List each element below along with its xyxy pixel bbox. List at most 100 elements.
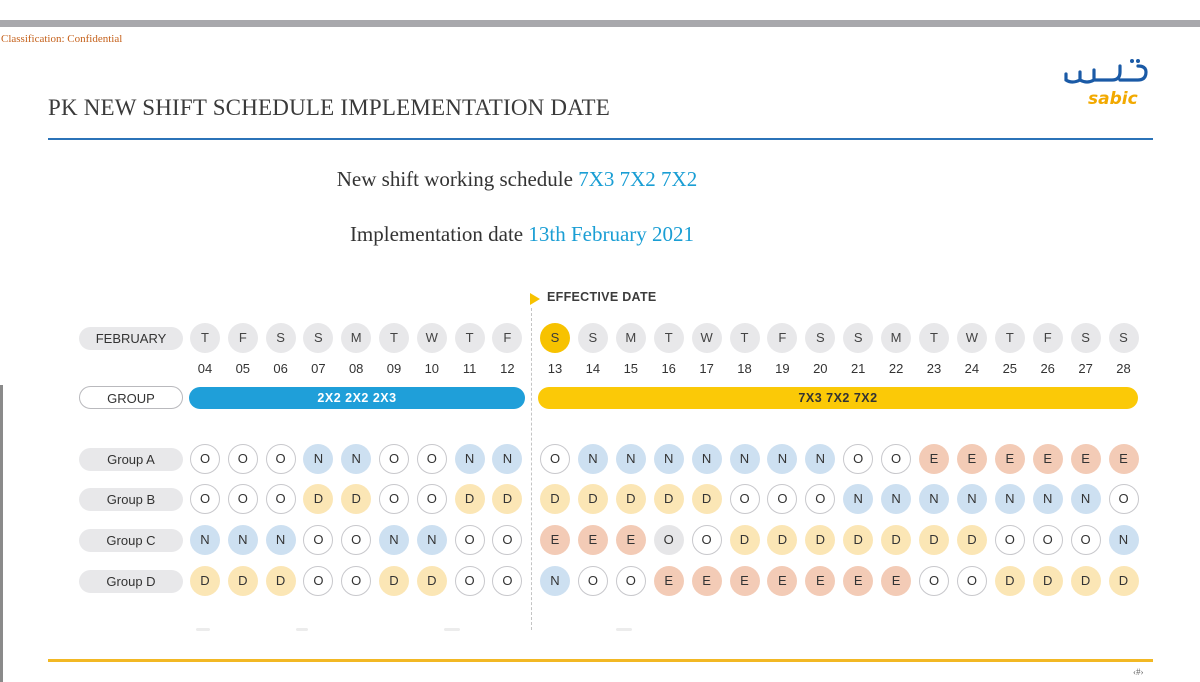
shift-cell: O (227, 484, 258, 514)
date-number-14: 14 (585, 361, 601, 376)
shift-cell: O (653, 525, 684, 555)
implementation-date: 13th February 2021 (528, 222, 695, 246)
shift-cell: N (653, 444, 684, 474)
shift-cell: D (227, 566, 258, 596)
top-bar (0, 20, 1200, 27)
shift-cell: N (1032, 484, 1063, 514)
shift-cell: D (379, 566, 409, 596)
shift-cell: N (956, 484, 987, 514)
shift-cell: E (691, 566, 722, 596)
shift-cell: N (843, 484, 874, 514)
date-number-08: 08 (348, 361, 364, 376)
date-number-05: 05 (235, 361, 251, 376)
shift-cell: O (379, 444, 409, 474)
shift-cell: N (416, 525, 447, 555)
weekday-circle-24: W (956, 323, 987, 353)
shift-cell: O (843, 444, 874, 474)
group-row-label: Group C (79, 529, 183, 552)
faded-mark (196, 628, 210, 631)
shift-cell: O (1108, 484, 1139, 514)
date-number-24: 24 (964, 361, 980, 376)
date-number-13: 13 (547, 361, 563, 376)
shift-cell: E (1108, 444, 1139, 474)
shift-cell: N (615, 444, 646, 474)
shift-cell: E (919, 444, 949, 474)
shift-cell: D (956, 525, 987, 555)
new-pattern-bar: 7X3 7X2 7X2 (538, 387, 1138, 409)
shift-cell: N (540, 566, 570, 596)
shift-cell: O (691, 525, 722, 555)
page-title: PK NEW SHIFT SCHEDULE IMPLEMENTATION DAT… (48, 95, 610, 120)
shift-cell: O (919, 566, 949, 596)
shift-cell: O (341, 525, 372, 555)
shift-cell: E (994, 444, 1025, 474)
effective-date-divider (531, 308, 532, 630)
date-number-19: 19 (775, 361, 790, 376)
shift-cell: N (881, 484, 912, 514)
shift-cell: O (416, 484, 447, 514)
shift-cell: D (691, 484, 722, 514)
weekday-circle-06: S (265, 323, 296, 353)
shift-cell: O (265, 444, 296, 474)
weekday-circle-28: S (1108, 323, 1139, 353)
shift-cell: E (540, 525, 570, 555)
shift-cell: N (492, 444, 523, 474)
shift-cell: E (843, 566, 874, 596)
group-row-label: Group D (79, 570, 183, 593)
shift-cell: D (881, 525, 912, 555)
weekday-circle-10: W (416, 323, 447, 353)
date-number-17: 17 (699, 361, 714, 376)
shift-cell: N (919, 484, 949, 514)
shift-cell: O (881, 444, 912, 474)
schedule-line: New shift working schedule 7X3 7X2 7X2 (0, 167, 1034, 192)
shift-cell: N (1070, 484, 1101, 514)
shift-cell: E (805, 566, 836, 596)
effective-date-label: EFFECTIVE DATE (547, 290, 657, 304)
shift-cell: O (454, 566, 485, 596)
weekday-circle-04: T (190, 323, 220, 353)
weekday-circle-07: S (303, 323, 334, 353)
group-label: GROUP (79, 386, 183, 409)
shift-cell: O (577, 566, 608, 596)
weekday-circle-19: F (767, 323, 798, 353)
date-number-09: 09 (386, 361, 402, 376)
group-row-label: Group B (79, 488, 183, 511)
date-number-22: 22 (888, 361, 904, 376)
date-number-12: 12 (500, 361, 515, 376)
weekday-circle-09: T (379, 323, 409, 353)
weekday-circle-20: S (805, 323, 836, 353)
group-row-label: Group A (79, 448, 183, 471)
shift-cell: D (1032, 566, 1063, 596)
shift-cell: O (190, 484, 220, 514)
shift-cell: N (729, 444, 760, 474)
shift-cell: O (454, 525, 485, 555)
date-number-28: 28 (1116, 361, 1131, 376)
shift-cell: N (577, 444, 608, 474)
faded-mark (444, 628, 460, 631)
schedule-prefix: New shift working schedule (336, 167, 579, 191)
shift-cell: D (190, 566, 220, 596)
weekday-circle-08: M (341, 323, 372, 353)
implementation-line: Implementation date 13th February 2021 (0, 222, 1044, 247)
shift-cell: E (577, 525, 608, 555)
shift-cell: D (653, 484, 684, 514)
date-number-16: 16 (661, 361, 676, 376)
shift-cell: N (190, 525, 220, 555)
shift-cell: O (729, 484, 760, 514)
page-number: ‹#› (1133, 667, 1144, 677)
implementation-prefix: Implementation date (349, 222, 529, 246)
classification-label: Classification: Confidential (1, 33, 123, 45)
shift-cell: D (919, 525, 949, 555)
weekday-circle-15: M (615, 323, 646, 353)
weekday-circle-26: F (1032, 323, 1063, 353)
shift-cell: O (416, 444, 447, 474)
faded-mark (616, 628, 632, 631)
sabic-logo: sabic (1060, 58, 1160, 110)
shift-cell: D (303, 484, 334, 514)
shift-cell: N (805, 444, 836, 474)
shift-cell: O (615, 566, 646, 596)
weekday-circle-27: S (1070, 323, 1101, 353)
footer-divider (48, 659, 1153, 662)
shift-cell: E (1032, 444, 1063, 474)
shift-cell: O (492, 525, 523, 555)
